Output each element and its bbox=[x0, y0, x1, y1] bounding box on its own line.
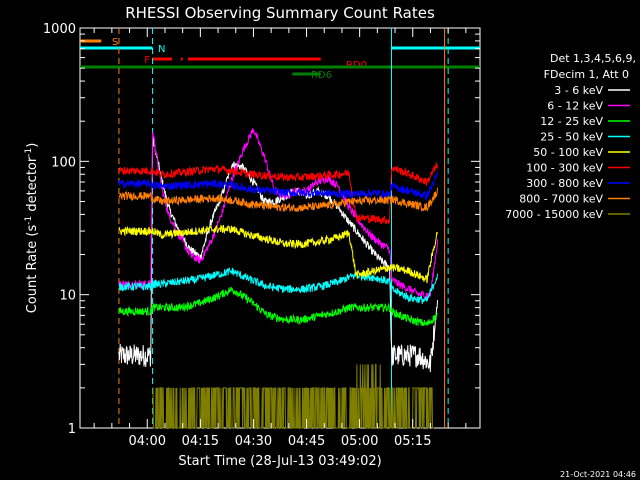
y-axis-label: Count Rate (s-1 detector-1) bbox=[24, 143, 40, 314]
x-axis-label: Start Time (28-Jul-13 03:49:02) bbox=[178, 454, 381, 469]
chart-title: RHESSI Observing Summary Count Rates bbox=[125, 4, 435, 22]
y-tick-label: 10 bbox=[59, 289, 76, 304]
footer-date: 21-Oct-2021 04:46 bbox=[560, 470, 636, 479]
state-bar-label: N bbox=[158, 44, 165, 55]
series-line bbox=[118, 187, 438, 213]
x-axis: 04:00 04:15 04:30 04:45 05:00 05:15 bbox=[93, 28, 467, 449]
series-line bbox=[152, 363, 434, 429]
legend-header-line-1: Det 1,3,4,5,6,9, bbox=[550, 52, 636, 65]
legend-label: 7000 - 15000 keV bbox=[505, 208, 603, 221]
y-tick-label: 1 bbox=[68, 422, 76, 437]
x-tick-label: 05:15 bbox=[394, 434, 431, 449]
x-tick-label: 05:00 bbox=[341, 434, 378, 449]
series-line bbox=[118, 266, 438, 304]
vertical-markers bbox=[118, 28, 449, 428]
x-tick-label: 04:15 bbox=[182, 434, 219, 449]
x-tick-label: 04:00 bbox=[129, 434, 166, 449]
y-axis: 1 10 100 1000 bbox=[43, 22, 480, 437]
legend-label: 100 - 300 keV bbox=[526, 162, 603, 175]
x-tick-label: 04:45 bbox=[288, 434, 325, 449]
series-line bbox=[118, 286, 438, 327]
legend-label: 50 - 100 keV bbox=[533, 146, 603, 159]
legend-label: 12 - 25 keV bbox=[540, 115, 603, 128]
state-bar-label: F bbox=[144, 55, 150, 66]
legend-label: 6 - 12 keV bbox=[547, 100, 603, 113]
y-tick-label: 100 bbox=[51, 155, 76, 170]
state-bars: SNFRD0RD6 bbox=[80, 37, 480, 81]
series-line bbox=[118, 171, 438, 201]
series-line bbox=[118, 137, 438, 373]
legend-label: 25 - 50 keV bbox=[540, 131, 603, 144]
x-tick-label: 04:30 bbox=[235, 434, 272, 449]
state-bar-label: S bbox=[112, 37, 118, 48]
state-bar-label: RD6 bbox=[311, 70, 332, 81]
legend-label: 800 - 7000 keV bbox=[519, 193, 603, 206]
y-tick-label: 1000 bbox=[43, 22, 76, 37]
legend-label: 3 - 6 keV bbox=[554, 84, 603, 97]
legend-label: 300 - 800 keV bbox=[526, 177, 603, 190]
data-series bbox=[118, 128, 438, 429]
series-line bbox=[118, 224, 438, 284]
legend: Det 1,3,4,5,6,9, FDecim 1, Att 0 3 - 6 k… bbox=[505, 52, 636, 221]
legend-header-line-2: FDecim 1, Att 0 bbox=[544, 68, 629, 81]
series-line bbox=[118, 162, 438, 225]
